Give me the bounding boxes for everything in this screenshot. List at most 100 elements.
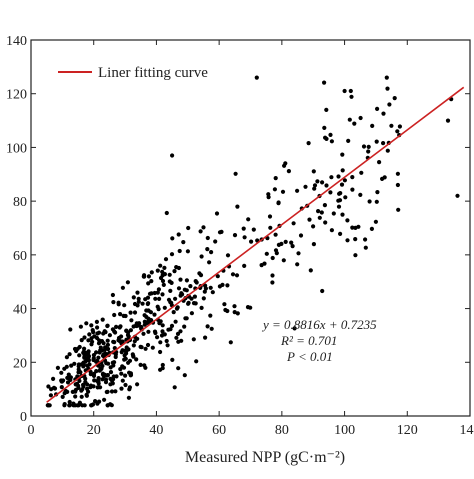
- data-point: [85, 382, 89, 386]
- equation-text: y = 0.8816x + 0.7235: [261, 317, 377, 332]
- data-point: [101, 318, 105, 322]
- data-point: [201, 225, 205, 229]
- data-point: [124, 357, 128, 361]
- data-point: [187, 301, 191, 305]
- data-point: [359, 171, 363, 175]
- data-point: [109, 370, 113, 374]
- data-point: [121, 379, 125, 383]
- data-point: [383, 175, 387, 179]
- data-point: [168, 279, 172, 283]
- data-point: [166, 328, 170, 332]
- data-point: [177, 286, 181, 290]
- data-point: [87, 332, 91, 336]
- data-point: [204, 286, 208, 290]
- p-value-text: P < 0.01: [286, 349, 333, 364]
- data-point: [127, 371, 131, 375]
- data-point: [146, 343, 150, 347]
- data-point: [235, 273, 239, 277]
- data-point: [340, 183, 344, 187]
- data-point: [190, 311, 194, 315]
- x-axis-title: Measured NPP (gC·m⁻²): [185, 449, 345, 466]
- data-point: [111, 381, 115, 385]
- data-point: [381, 112, 385, 116]
- data-point: [192, 337, 196, 341]
- data-point: [307, 141, 311, 145]
- data-point: [129, 318, 133, 322]
- data-point: [274, 176, 278, 180]
- data-point: [186, 226, 190, 230]
- data-point: [350, 175, 354, 179]
- data-point: [336, 199, 340, 203]
- data-point: [160, 333, 164, 337]
- data-point: [157, 321, 161, 325]
- data-point: [243, 235, 247, 239]
- data-point: [84, 321, 88, 325]
- data-point: [92, 353, 96, 357]
- data-point: [65, 390, 69, 394]
- data-point: [328, 133, 332, 137]
- data-point: [149, 279, 153, 283]
- data-point: [362, 144, 366, 148]
- data-point: [235, 205, 239, 209]
- data-point: [178, 249, 182, 253]
- data-point: [363, 237, 367, 241]
- data-point: [337, 192, 341, 196]
- data-point: [86, 356, 90, 360]
- fit-line: [47, 87, 464, 402]
- data-point: [149, 310, 153, 314]
- data-point: [151, 346, 155, 350]
- data-point: [176, 340, 180, 344]
- data-point: [274, 248, 278, 252]
- data-point: [202, 296, 206, 300]
- data-point: [322, 81, 326, 85]
- data-point: [189, 297, 193, 301]
- data-point: [172, 269, 176, 273]
- data-point: [350, 226, 354, 230]
- data-point: [71, 390, 75, 394]
- data-point: [287, 169, 291, 173]
- data-point: [147, 274, 151, 278]
- data-point: [125, 349, 129, 353]
- legend: Liner fitting curve: [58, 65, 208, 81]
- x-tick-label: 20: [87, 423, 101, 438]
- data-point: [329, 175, 333, 179]
- data-point: [89, 323, 93, 327]
- data-point: [194, 301, 198, 305]
- data-point: [182, 325, 186, 329]
- data-point: [370, 227, 374, 231]
- data-point: [161, 363, 165, 367]
- y-tick-label: 140: [6, 34, 27, 49]
- data-point: [260, 263, 264, 267]
- data-point: [122, 303, 126, 307]
- data-point: [446, 119, 450, 123]
- data-point: [170, 324, 174, 328]
- data-point: [146, 302, 150, 306]
- data-point: [396, 172, 400, 176]
- data-point: [112, 313, 116, 317]
- data-point: [157, 307, 161, 311]
- data-point: [86, 351, 90, 355]
- data-point: [178, 278, 182, 282]
- data-point: [206, 324, 210, 328]
- data-point: [353, 253, 357, 257]
- data-point: [129, 311, 133, 315]
- data-point: [309, 268, 313, 272]
- fit-line-layer: [47, 87, 464, 402]
- data-point: [232, 304, 236, 308]
- data-point: [185, 278, 189, 282]
- data-point: [183, 288, 187, 292]
- data-point: [176, 366, 180, 370]
- data-point: [381, 141, 385, 145]
- data-point: [367, 145, 371, 149]
- data-point: [108, 333, 112, 337]
- data-point: [78, 370, 82, 374]
- x-tick-label: 60: [212, 423, 226, 438]
- data-point: [161, 273, 165, 277]
- data-point: [110, 403, 114, 407]
- data-point: [368, 199, 372, 203]
- data-point: [324, 108, 328, 112]
- data-point: [144, 347, 148, 351]
- data-point: [320, 180, 324, 184]
- data-point: [153, 297, 157, 301]
- data-point: [126, 280, 130, 284]
